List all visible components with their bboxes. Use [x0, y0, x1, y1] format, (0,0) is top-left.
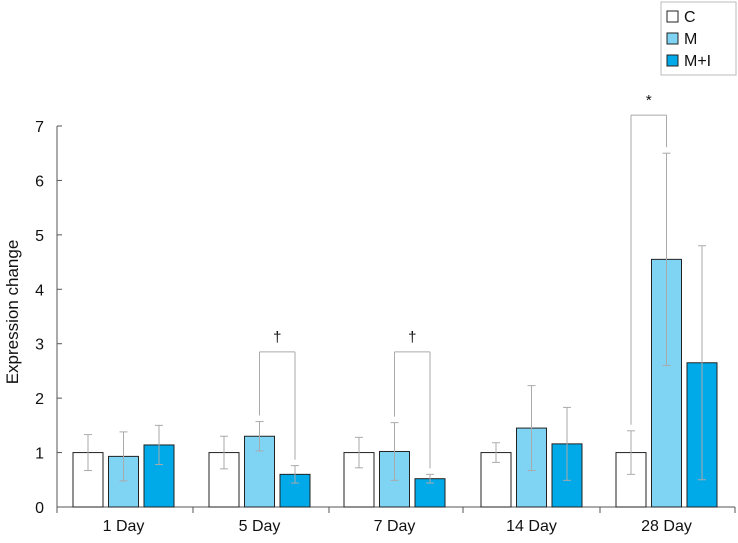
y-tick-label: 0: [35, 500, 44, 517]
legend-label: M+I: [684, 53, 711, 70]
legend-swatch: [666, 54, 679, 67]
significance-annotations: † † *: [259, 92, 667, 469]
y-tick-label: 1: [35, 446, 44, 463]
y-tick-label: 7: [35, 119, 44, 136]
legend-swatch: [666, 32, 679, 45]
axes: 0 1 2 3 4 5 6 7 1 Day 5 Day 7 Day 14 Day 28 Day: [35, 119, 736, 535]
x-tick-label: 7 Day: [374, 518, 416, 535]
legend-label: M: [684, 31, 697, 48]
significance-label: *: [646, 92, 652, 109]
significance-label: †: [408, 329, 416, 346]
x-tick-label: 5 Day: [239, 518, 281, 535]
significance-label: †: [273, 329, 281, 346]
legend: CM M+I: [660, 1, 737, 76]
x-tick-label: 28 Day: [641, 518, 692, 535]
bar: [279, 473, 311, 508]
y-tick-label: 5: [35, 228, 44, 245]
legend-label: C: [684, 9, 696, 26]
error-bars: [84, 152, 706, 484]
bars: [72, 258, 718, 508]
y-tick-label: 6: [35, 173, 44, 190]
y-axis-title: Expression change: [3, 240, 22, 385]
y-tick-label: 4: [35, 282, 44, 299]
y-tick-label: 2: [35, 391, 44, 408]
x-tick-label: 1 Day: [103, 518, 145, 535]
legend-swatch: [666, 10, 679, 23]
y-tick-label: 3: [35, 337, 44, 354]
x-tick-label: 14 Day: [506, 518, 557, 535]
